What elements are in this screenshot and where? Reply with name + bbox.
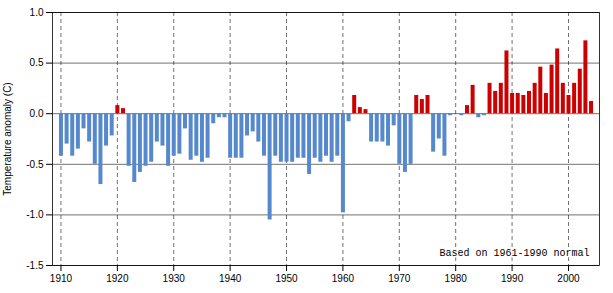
svg-text:-1.0: -1.0 <box>26 209 44 220</box>
svg-text:Based on 1961-1990 normal: Based on 1961-1990 normal <box>439 248 589 259</box>
svg-text:2000: 2000 <box>557 273 580 284</box>
svg-text:Temperature anomaly (C): Temperature anomaly (C) <box>2 82 13 195</box>
svg-text:1960: 1960 <box>332 273 355 284</box>
svg-text:-0.5: -0.5 <box>26 159 44 170</box>
svg-text:1920: 1920 <box>106 273 129 284</box>
svg-text:-1.5: -1.5 <box>26 260 44 271</box>
svg-text:1.0: 1.0 <box>30 7 44 18</box>
svg-text:0.5: 0.5 <box>30 57 44 68</box>
svg-text:1940: 1940 <box>219 273 242 284</box>
svg-text:1970: 1970 <box>388 273 411 284</box>
svg-text:1910: 1910 <box>50 273 73 284</box>
svg-text:1980: 1980 <box>445 273 468 284</box>
svg-text:1950: 1950 <box>275 273 298 284</box>
svg-text:0.0: 0.0 <box>30 108 44 119</box>
svg-text:1930: 1930 <box>163 273 186 284</box>
svg-text:1990: 1990 <box>501 273 524 284</box>
